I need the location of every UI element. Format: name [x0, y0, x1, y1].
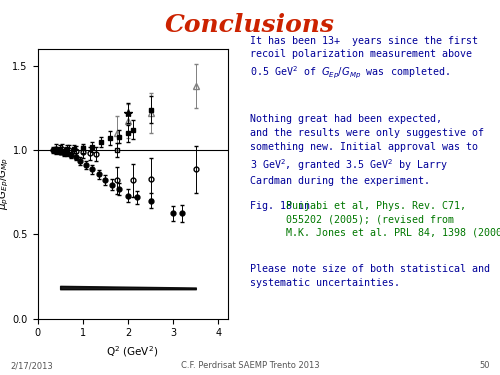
Y-axis label: $\mu_p G_{Ep}/G_{Mp}$: $\mu_p G_{Ep}/G_{Mp}$	[0, 157, 11, 210]
Text: 2/17/2013: 2/17/2013	[10, 362, 53, 370]
Text: Conclusions: Conclusions	[165, 13, 335, 37]
Text: C.F. Perdrisat SAEMP Trento 2013: C.F. Perdrisat SAEMP Trento 2013	[180, 362, 320, 370]
Text: Nothing great had been expected,
and the results were only suggestive of
somethi: Nothing great had been expected, and the…	[250, 114, 484, 186]
Text: It has been 13+  years since the first
recoil polarization measurement above
0.5: It has been 13+ years since the first re…	[250, 36, 478, 81]
Text: Punjabi et al, Phys. Rev. C71,
055202 (2005); (revised from
M.K. Jones et al. PR: Punjabi et al, Phys. Rev. C71, 055202 (2…	[286, 201, 500, 238]
X-axis label: Q$^2$ (GeV$^2$): Q$^2$ (GeV$^2$)	[106, 344, 158, 359]
Text: 50: 50	[480, 362, 490, 370]
Text: Fig. 18 in: Fig. 18 in	[250, 201, 316, 211]
Text: Please note size of both statistical and
systematic uncertainties.: Please note size of both statistical and…	[250, 264, 490, 288]
